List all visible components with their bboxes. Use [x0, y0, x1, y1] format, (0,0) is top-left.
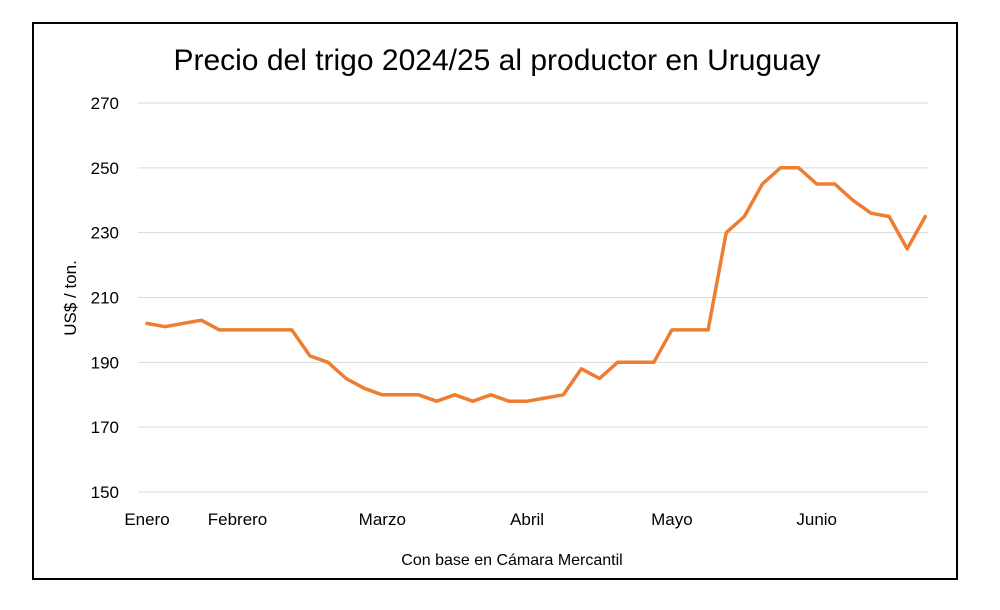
y-tick-label: 170 — [91, 418, 119, 437]
y-tick-label: 190 — [91, 353, 119, 372]
y-tick-label: 250 — [91, 159, 119, 178]
x-tick-label: Mayo — [651, 510, 693, 529]
chart-frame — [32, 22, 958, 580]
price-series-line — [145, 166, 928, 403]
x-tick-label: Enero — [124, 510, 169, 529]
source-note: Con base en Cámara Mercantil — [401, 552, 622, 569]
y-tick-label: 270 — [91, 94, 119, 113]
y-tick-label: 210 — [91, 289, 119, 308]
x-tick-label: Marzo — [359, 510, 406, 529]
series-layer — [145, 166, 928, 403]
y-axis-ticks: 150 170 190 210 230 250 270 — [91, 94, 119, 502]
y-axis-label: US$ / ton. — [61, 260, 80, 336]
x-tick-label: Febrero — [208, 510, 268, 529]
x-tick-label: Abril — [510, 510, 544, 529]
chart-title: Precio del trigo 2024/25 al productor en… — [173, 44, 820, 77]
y-tick-label: 150 — [91, 483, 119, 502]
x-axis-ticks: Enero Febrero Marzo Abril Mayo Junio — [124, 510, 837, 529]
x-tick-label: Junio — [796, 510, 837, 529]
y-tick-label: 230 — [91, 224, 119, 243]
gridlines — [138, 102, 928, 493]
